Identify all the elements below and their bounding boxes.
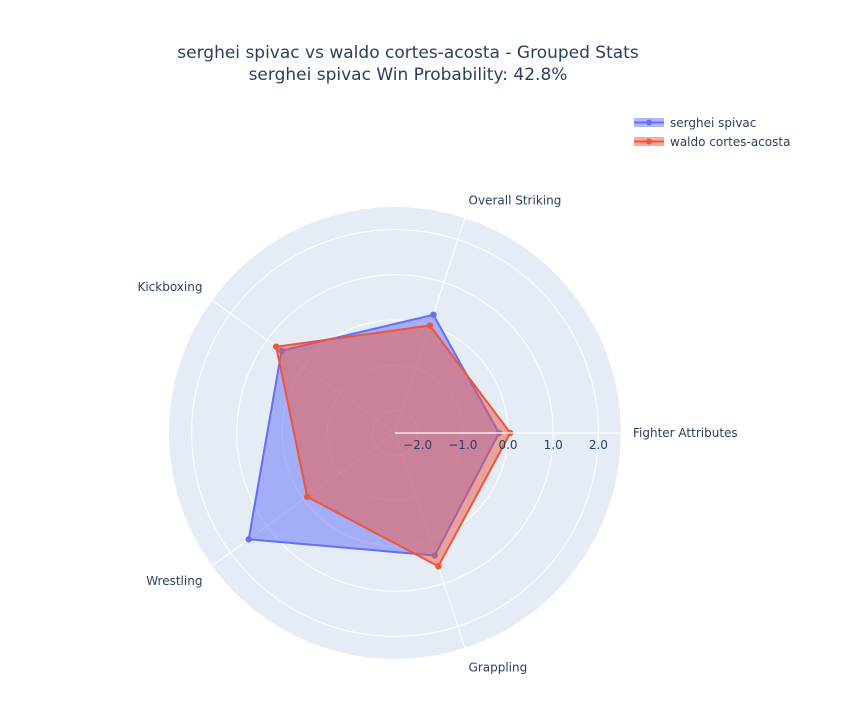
legend-item-waldo[interactable]: waldo cortes-acosta bbox=[634, 135, 790, 149]
radial-tick-label: 2.0 bbox=[589, 438, 608, 452]
radial-ticks: −2.0 −1.0 0.0 1.0 2.0 bbox=[395, 432, 621, 452]
chart-title: serghei spivac vs waldo cortes-acosta - … bbox=[177, 43, 639, 63]
legend[interactable]: serghei spivac waldo cortes-acosta bbox=[634, 116, 790, 149]
axis-label-3: Wrestling bbox=[146, 574, 202, 588]
series-area-1 bbox=[275, 324, 512, 568]
radial-tick-label: 1.0 bbox=[544, 438, 563, 452]
legend-label-serghei: serghei spivac bbox=[670, 116, 756, 130]
series-layer bbox=[245, 311, 514, 570]
legend-label-waldo: waldo cortes-acosta bbox=[670, 135, 790, 149]
series-point-1-2 bbox=[272, 343, 280, 350]
series-point-1-3 bbox=[304, 493, 311, 500]
angular-axis-labels: Fighter Attributes Overall Striking Kickbo… bbox=[137, 194, 737, 675]
radial-tick-label: 0.0 bbox=[498, 438, 517, 452]
chart-subtitle: serghei spivac Win Probability: 42.8% bbox=[249, 65, 568, 85]
series-point-0-3 bbox=[245, 536, 252, 543]
axis-label-0: Fighter Attributes bbox=[633, 426, 738, 440]
series-point-1-1 bbox=[426, 322, 434, 329]
series-point-1-4 bbox=[435, 563, 442, 570]
axis-label-1: Overall Striking bbox=[469, 194, 562, 208]
legend-item-serghei[interactable]: serghei spivac bbox=[634, 116, 756, 130]
axis-label-4: Grappling bbox=[469, 660, 528, 674]
axis-label-2: Kickboxing bbox=[137, 280, 202, 294]
series-point-0-1 bbox=[430, 311, 437, 318]
radial-tick-label: −2.0 bbox=[403, 438, 432, 452]
radial-tick-label: −1.0 bbox=[448, 438, 477, 452]
